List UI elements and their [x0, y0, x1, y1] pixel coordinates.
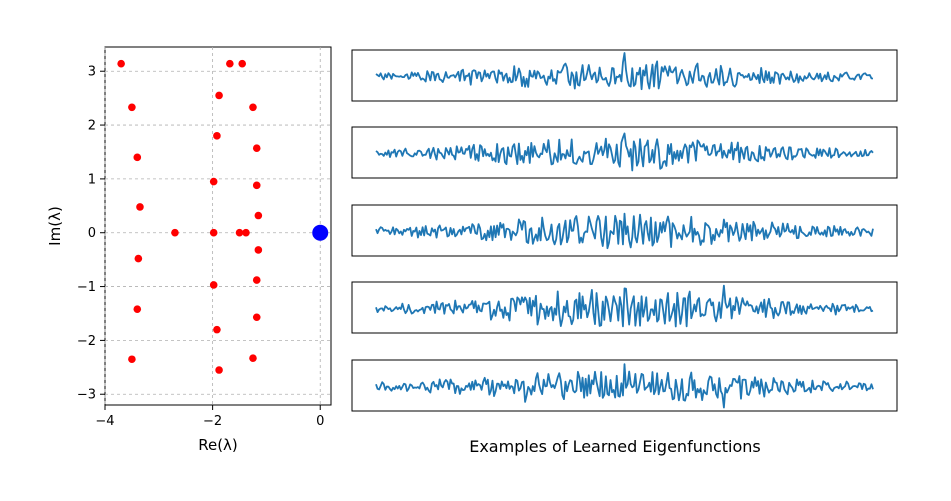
eigenvalue-point — [209, 228, 218, 237]
eigenfunction-frame — [351, 126, 898, 179]
eigenvalue-point — [252, 276, 261, 284]
eigenvalue-point — [209, 177, 218, 186]
eigenvalue-point — [254, 211, 263, 220]
eigenvalue-point — [128, 103, 136, 112]
highlighted-eigenvalue-point — [312, 224, 329, 241]
y-tick-label: −2 — [77, 334, 96, 349]
eigenfunction-frame — [351, 281, 898, 334]
eigenvalue-point — [213, 132, 221, 140]
eigenvalue-point — [136, 203, 144, 211]
eigenfunction-panel — [351, 359, 898, 412]
eigenfunction-panel — [351, 281, 898, 334]
eigenvalue-point — [238, 59, 247, 68]
y-axis-label: Im(λ) — [46, 206, 64, 246]
scatter-plot-frame — [104, 46, 332, 406]
eigenfunction-line — [375, 363, 874, 409]
eigenvalue-point — [242, 228, 250, 237]
eigenvalue-point — [226, 59, 234, 68]
eigenfunction-frame — [351, 204, 898, 257]
eigenvalue-point — [215, 366, 223, 374]
x-tick-label: −4 — [95, 414, 114, 429]
x-axis-label: Re(λ) — [198, 436, 238, 454]
scatter-grid — [104, 47, 331, 405]
eigenfunction-panel — [351, 204, 898, 257]
eigenvalue-point — [249, 103, 257, 112]
eigenvalue-point — [235, 228, 244, 237]
eigenvalue-point — [134, 254, 143, 263]
x-tick-label: 0 — [316, 414, 324, 429]
eigenvalue-point — [213, 325, 221, 334]
y-tick-label: −3 — [77, 388, 96, 403]
scatter-points — [117, 59, 329, 374]
eigenvalue-point — [252, 181, 261, 190]
eigenfunction-panel — [351, 126, 898, 179]
y-tick-label: 1 — [88, 172, 96, 187]
eigenfunction-line — [375, 52, 874, 91]
eigenfunction-panel — [351, 49, 898, 102]
eigenvalue-point — [252, 313, 261, 322]
eigenvalue-point — [133, 153, 142, 162]
eigenfunction-line — [375, 132, 874, 172]
eigenvalue-point — [117, 59, 125, 68]
scatter-ticks: −4 −2 0 3 2 1 0 −1 −2 −3 — [77, 65, 325, 429]
eigenfunction-frame — [351, 359, 898, 412]
eigenfunction-line — [375, 212, 874, 250]
eigenfunction-frame — [351, 49, 898, 102]
eigenvalue-point — [209, 281, 218, 289]
eigenfunction-line — [375, 284, 874, 328]
eigenvalue-point — [215, 91, 223, 100]
eigenvalue-point — [252, 144, 261, 153]
y-tick-label: 2 — [88, 119, 96, 134]
y-tick-label: 3 — [88, 65, 96, 80]
eigenvalue-scatter-plot: −4 −2 0 3 2 1 0 −1 −2 −3 Re(λ) Im(λ) — [46, 46, 332, 454]
y-tick-label: −1 — [77, 280, 96, 295]
eigenvalue-point — [171, 228, 179, 237]
eigenvalue-point — [128, 355, 136, 364]
eigenvalue-point — [254, 246, 263, 254]
eigenfunction-panels — [351, 49, 898, 412]
eigenvalue-point — [133, 305, 142, 313]
eigenfunctions-caption: Examples of Learned Eigenfunctions — [469, 437, 761, 456]
y-tick-label: 0 — [88, 226, 96, 241]
eigenvalue-point — [249, 354, 257, 362]
x-tick-label: −2 — [203, 414, 222, 429]
